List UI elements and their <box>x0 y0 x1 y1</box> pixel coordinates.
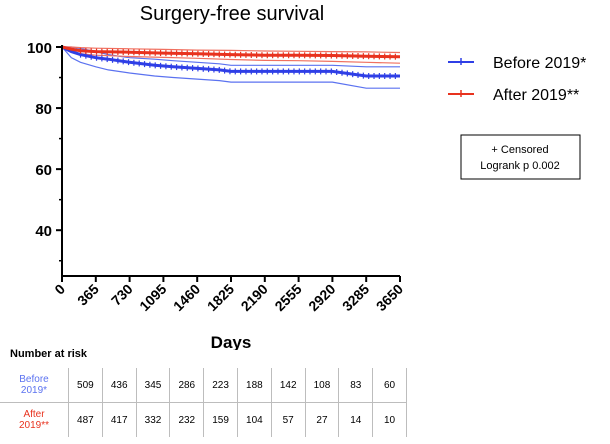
risk-group-before-line1: Before <box>19 374 49 385</box>
chart-title: Surgery-free survival <box>140 3 325 25</box>
y-tick-label: 80 <box>35 101 52 118</box>
risk-cell: 10 <box>372 402 407 437</box>
legend-item-before: Before 2019* <box>448 55 586 72</box>
risk-cell: 332 <box>135 402 170 437</box>
risk-cell: 223 <box>203 368 238 403</box>
risk-cell: 14 <box>338 402 373 437</box>
ci-lower-before <box>61 46 400 89</box>
axes: 40 60 80 100 0 365 730 1095 1460 1825 2190 2555 2920… <box>27 40 406 314</box>
risk-cell: 27 <box>304 402 339 437</box>
annotation-censored: + Censored <box>491 144 548 156</box>
y-tick-label: 40 <box>35 223 52 240</box>
legend: Before 2019* After 2019** <box>448 55 586 104</box>
annotation-box: + Censored Logrank p 0.002 <box>460 134 581 180</box>
risk-cell: 60 <box>372 368 407 403</box>
risk-table-title: Number at risk <box>10 348 88 360</box>
risk-group-before: Before 2019* <box>0 368 69 403</box>
x-tick-label: 365 <box>74 281 102 309</box>
x-tick-label: 730 <box>108 281 136 309</box>
ci-upper-after <box>62 46 401 54</box>
risk-group-after-line2: 2019** <box>18 420 50 431</box>
x-tick-label: 2190 <box>238 281 271 314</box>
x-tick-label: 1095 <box>136 281 169 314</box>
x-axis-label: Days <box>211 333 252 350</box>
risk-cell: 57 <box>270 402 306 437</box>
risk-cell: 142 <box>270 368 306 403</box>
y-tick-label: 100 <box>27 40 52 57</box>
x-tick-label: 1825 <box>204 281 237 314</box>
risk-cell: 345 <box>135 368 170 403</box>
y-tick-label: 60 <box>35 162 52 179</box>
legend-label-before: Before 2019* <box>493 55 586 72</box>
legend-label-after: After 2019** <box>493 87 579 104</box>
risk-cell: 108 <box>304 368 339 403</box>
risk-group-after-line1: After <box>23 409 45 420</box>
risk-cell: 436 <box>101 368 137 403</box>
x-tick-label: 2920 <box>305 281 338 314</box>
censor-marks <box>79 47 396 80</box>
risk-row-before: Before 2019* 509 436 345 286 223 188 142… <box>0 368 407 403</box>
risk-cell: 509 <box>68 368 103 403</box>
survival-chart: Surgery-free survival 40 60 80 100 0 365 730 10… <box>27 3 586 350</box>
risk-cell: 159 <box>203 402 238 437</box>
risk-group-before-line2: 2019* <box>20 385 48 396</box>
annotation-logrank: Logrank p 0.002 <box>480 160 560 172</box>
risk-table: Before 2019* 509 436 345 286 223 188 142… <box>0 368 407 437</box>
risk-group-after: After 2019** <box>0 403 69 438</box>
risk-cell: 188 <box>236 368 272 403</box>
x-tick-label: 0 <box>51 281 68 298</box>
risk-row-after: After 2019** 487 417 332 232 159 104 57 … <box>0 402 407 438</box>
risk-cell: 232 <box>169 402 204 437</box>
risk-cell: 417 <box>101 402 137 437</box>
x-tick-label: 1460 <box>170 281 203 314</box>
risk-cell: 104 <box>236 402 272 437</box>
risk-cell: 286 <box>169 368 204 403</box>
x-tick-label: 3650 <box>373 281 406 314</box>
risk-cell: 83 <box>338 368 373 403</box>
risk-cell: 487 <box>68 402 103 437</box>
x-tick-label: 3285 <box>339 281 372 314</box>
legend-item-after: After 2019** <box>448 87 579 104</box>
x-tick-label: 2555 <box>271 281 304 314</box>
